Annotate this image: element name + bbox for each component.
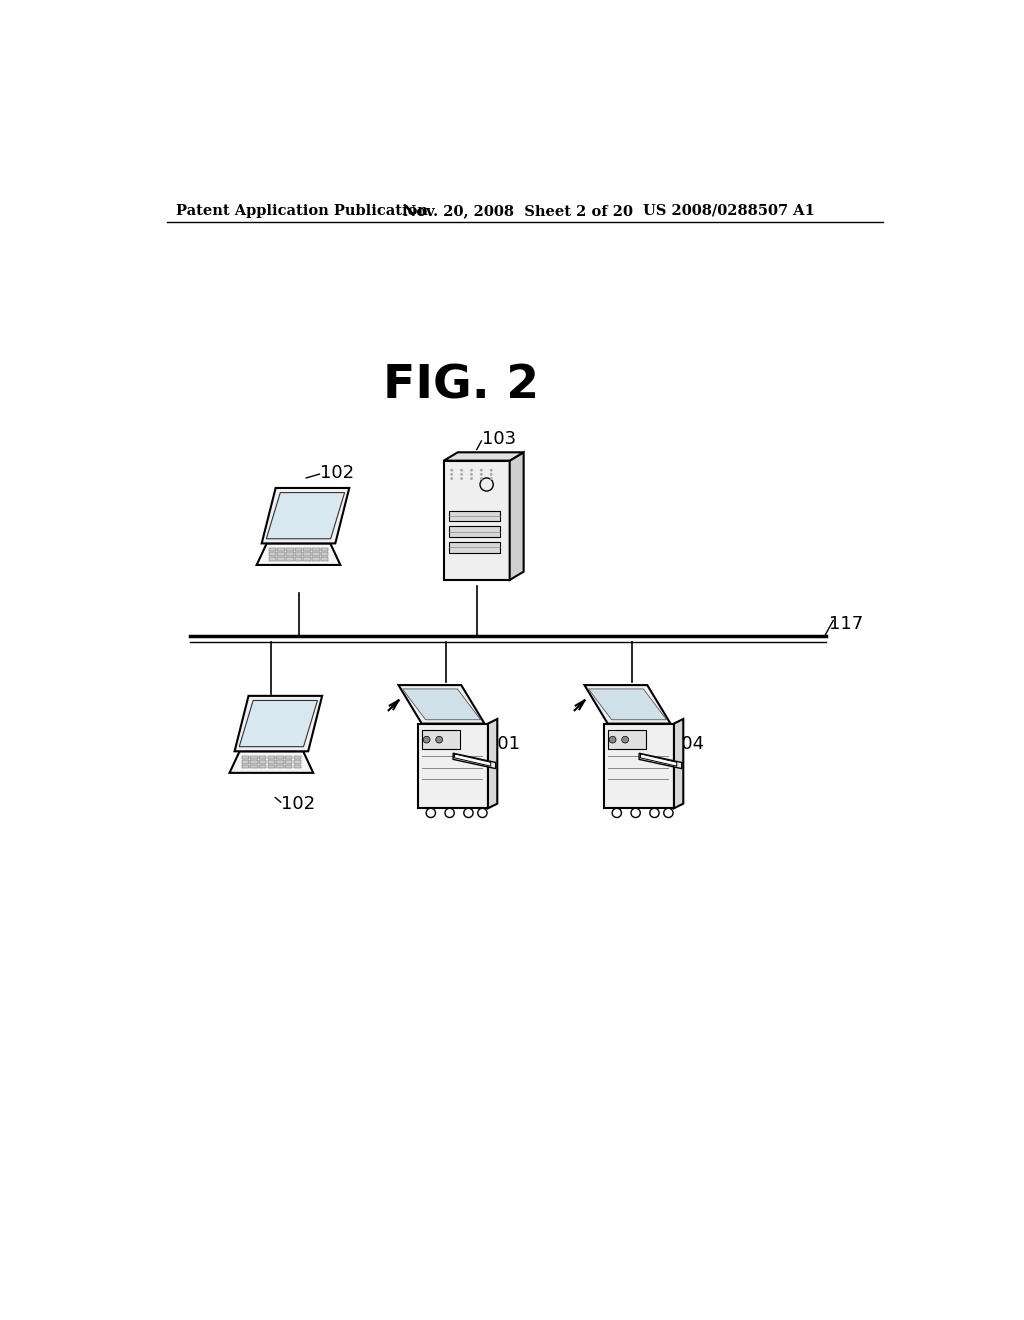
Bar <box>443 461 510 579</box>
Bar <box>250 755 258 759</box>
Polygon shape <box>639 754 682 768</box>
Bar <box>267 755 275 759</box>
Bar <box>321 548 329 552</box>
Bar <box>267 766 275 768</box>
Bar <box>242 755 249 759</box>
Polygon shape <box>510 453 523 579</box>
Bar <box>450 541 501 553</box>
Circle shape <box>470 477 473 480</box>
Circle shape <box>470 473 473 475</box>
Polygon shape <box>443 453 523 461</box>
Polygon shape <box>402 689 480 719</box>
Text: 117: 117 <box>829 615 863 634</box>
Polygon shape <box>266 492 345 539</box>
Circle shape <box>489 473 493 475</box>
Bar <box>276 760 284 764</box>
Bar <box>285 755 293 759</box>
Bar <box>321 557 329 561</box>
Bar <box>295 548 302 552</box>
Bar <box>312 548 319 552</box>
Bar <box>295 553 302 556</box>
Text: 102: 102 <box>282 795 315 813</box>
Circle shape <box>460 473 463 475</box>
Text: Patent Application Publication: Patent Application Publication <box>176 203 428 218</box>
Circle shape <box>489 469 493 471</box>
Bar <box>294 760 301 764</box>
Text: US 2008/0288507 A1: US 2008/0288507 A1 <box>643 203 815 218</box>
Polygon shape <box>589 689 667 719</box>
Bar <box>295 557 302 561</box>
Bar <box>278 548 285 552</box>
Bar <box>294 766 301 768</box>
Polygon shape <box>234 696 323 751</box>
Circle shape <box>489 477 493 480</box>
Polygon shape <box>488 719 498 808</box>
Circle shape <box>436 737 442 743</box>
Bar <box>286 553 294 556</box>
Bar <box>259 755 266 759</box>
Circle shape <box>451 469 454 471</box>
Circle shape <box>480 473 482 475</box>
Text: 102: 102 <box>321 463 354 482</box>
Bar <box>259 766 266 768</box>
Bar <box>607 730 646 748</box>
Bar <box>303 553 311 556</box>
Circle shape <box>451 473 454 475</box>
Bar <box>276 755 284 759</box>
Polygon shape <box>640 754 677 766</box>
Bar <box>250 766 258 768</box>
Circle shape <box>480 477 482 480</box>
Text: 103: 103 <box>482 430 516 449</box>
Bar <box>242 766 249 768</box>
Bar <box>450 527 501 537</box>
Circle shape <box>451 477 454 480</box>
Polygon shape <box>674 719 683 808</box>
Circle shape <box>460 477 463 480</box>
Bar <box>303 557 311 561</box>
Circle shape <box>460 469 463 471</box>
Bar <box>321 553 329 556</box>
Circle shape <box>423 737 430 743</box>
Bar <box>276 766 284 768</box>
Text: FIG. 2: FIG. 2 <box>383 363 540 408</box>
Text: Nov. 20, 2008  Sheet 2 of 20: Nov. 20, 2008 Sheet 2 of 20 <box>403 203 633 218</box>
Bar <box>268 553 276 556</box>
Bar <box>286 557 294 561</box>
Bar <box>285 766 293 768</box>
Polygon shape <box>262 488 349 544</box>
Circle shape <box>609 737 616 743</box>
Polygon shape <box>257 544 340 565</box>
Circle shape <box>622 737 629 743</box>
Bar <box>312 553 319 556</box>
Bar <box>242 760 249 764</box>
Polygon shape <box>455 754 490 766</box>
Bar <box>285 760 293 764</box>
Polygon shape <box>585 685 671 723</box>
Bar <box>259 760 266 764</box>
Circle shape <box>470 469 473 471</box>
Bar <box>286 548 294 552</box>
Text: 101: 101 <box>486 735 520 752</box>
Bar <box>294 755 301 759</box>
Bar <box>422 730 460 748</box>
Bar <box>604 723 674 808</box>
Bar <box>312 557 319 561</box>
Bar <box>268 557 276 561</box>
Bar <box>250 760 258 764</box>
Bar <box>267 760 275 764</box>
Bar <box>450 511 501 521</box>
Bar <box>278 557 285 561</box>
Bar <box>303 548 311 552</box>
Text: 104: 104 <box>671 735 705 752</box>
Polygon shape <box>398 685 484 723</box>
Polygon shape <box>453 754 496 768</box>
Polygon shape <box>229 751 313 774</box>
Circle shape <box>480 469 482 471</box>
Bar <box>418 723 488 808</box>
Polygon shape <box>240 701 317 747</box>
Bar <box>278 553 285 556</box>
Bar <box>268 548 276 552</box>
